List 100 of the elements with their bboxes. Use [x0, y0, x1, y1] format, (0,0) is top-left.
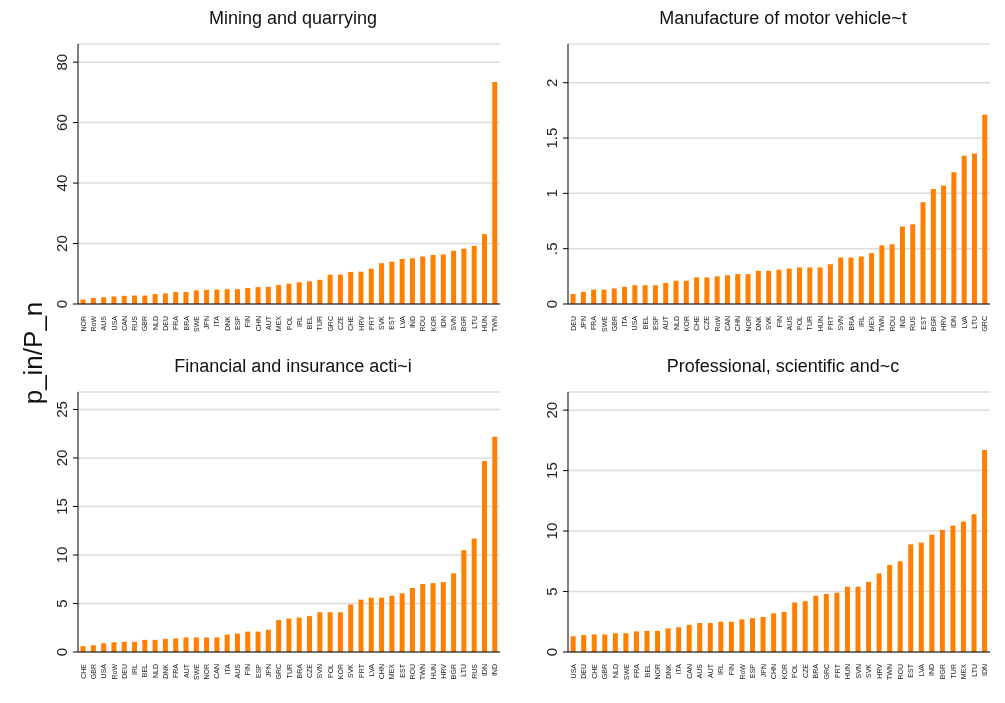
- bar: [766, 270, 772, 304]
- bar: [855, 586, 861, 652]
- bar: [430, 583, 436, 652]
- bar: [379, 263, 385, 304]
- bar: [409, 258, 415, 304]
- bar: [101, 643, 107, 652]
- bar: [807, 267, 813, 304]
- bar: [152, 294, 158, 304]
- bar: [234, 289, 240, 304]
- bar: [214, 637, 220, 652]
- y-axis-title: p_in/P_n: [17, 301, 49, 405]
- bar: [420, 256, 426, 304]
- bar: [623, 633, 629, 652]
- bar: [389, 261, 395, 304]
- bar: [950, 525, 956, 652]
- bar: [718, 621, 724, 652]
- bar: [930, 188, 936, 304]
- bar: [694, 277, 700, 304]
- bar: [461, 550, 467, 652]
- bar: [910, 224, 916, 304]
- bar: [286, 618, 292, 652]
- chart-title: Manufacture of motor vehicle~t: [658, 8, 908, 30]
- bar: [961, 155, 967, 304]
- bar: [908, 544, 914, 652]
- bar: [173, 291, 179, 304]
- bar: [745, 274, 751, 304]
- bar: [920, 202, 926, 304]
- chart-title: Professional, scientific and~c: [665, 356, 901, 378]
- bar: [379, 597, 385, 652]
- bar: [570, 636, 576, 652]
- bar: [580, 291, 586, 304]
- bar: [368, 597, 374, 652]
- bar: [755, 270, 761, 304]
- y-tick-label: 80: [53, 53, 70, 71]
- bar: [739, 619, 745, 652]
- y-tick-label: .5: [543, 242, 560, 255]
- bar: [724, 275, 730, 304]
- bar: [389, 595, 395, 652]
- bar: [887, 564, 893, 652]
- bar: [101, 297, 107, 304]
- y-tick-label: 5: [53, 599, 70, 608]
- y-tick-label: 15: [53, 498, 70, 515]
- bar: [844, 586, 850, 652]
- bar: [255, 631, 261, 652]
- bar: [481, 234, 487, 304]
- bar: [162, 638, 168, 652]
- bar: [728, 621, 734, 652]
- bar: [286, 283, 292, 304]
- bar: [265, 286, 271, 304]
- y-tick-label: 10: [53, 546, 70, 564]
- bar: [214, 289, 220, 304]
- bar: [317, 612, 323, 652]
- bar: [971, 153, 977, 304]
- bar: [183, 637, 189, 652]
- bar: [430, 255, 436, 304]
- bar: [204, 637, 210, 652]
- y-tick-label: 60: [53, 114, 70, 131]
- bar: [982, 450, 988, 652]
- bar: [960, 521, 966, 652]
- bar: [951, 172, 957, 304]
- bar: [255, 287, 261, 304]
- bar: [152, 639, 158, 652]
- bar: [358, 271, 364, 304]
- bar: [982, 114, 988, 304]
- bar: [663, 282, 669, 304]
- bar: [461, 248, 467, 304]
- bar: [193, 637, 199, 652]
- bar: [802, 601, 808, 652]
- bar: [735, 274, 741, 304]
- bar: [792, 602, 798, 652]
- y-tick-label: 20: [53, 235, 70, 252]
- y-tick-label: 5: [543, 587, 560, 596]
- bar: [897, 561, 903, 652]
- bar: [570, 294, 576, 304]
- bar: [612, 633, 618, 652]
- bar: [111, 296, 117, 304]
- chart-title: Financial and insurance acti~i: [174, 356, 412, 376]
- bar: [492, 82, 498, 304]
- bar: [581, 635, 587, 652]
- bar: [642, 285, 648, 304]
- bar: [813, 595, 819, 652]
- bar: [337, 612, 343, 652]
- bar: [704, 277, 710, 304]
- y-tick-label: 1: [543, 189, 560, 198]
- bar: [876, 573, 882, 652]
- y-tick-label: 0: [53, 647, 70, 657]
- bar: [276, 619, 282, 652]
- bar: [781, 612, 787, 652]
- bar: [183, 291, 189, 304]
- bar: [399, 258, 405, 304]
- bar: [760, 616, 766, 652]
- bar: [348, 271, 354, 304]
- bar: [142, 639, 148, 652]
- bar: [971, 514, 977, 652]
- bar: [265, 629, 271, 652]
- bar: [193, 290, 199, 304]
- bar: [173, 638, 179, 652]
- y-tick-label: 10: [543, 522, 560, 540]
- bar: [471, 538, 477, 652]
- bar: [440, 254, 446, 304]
